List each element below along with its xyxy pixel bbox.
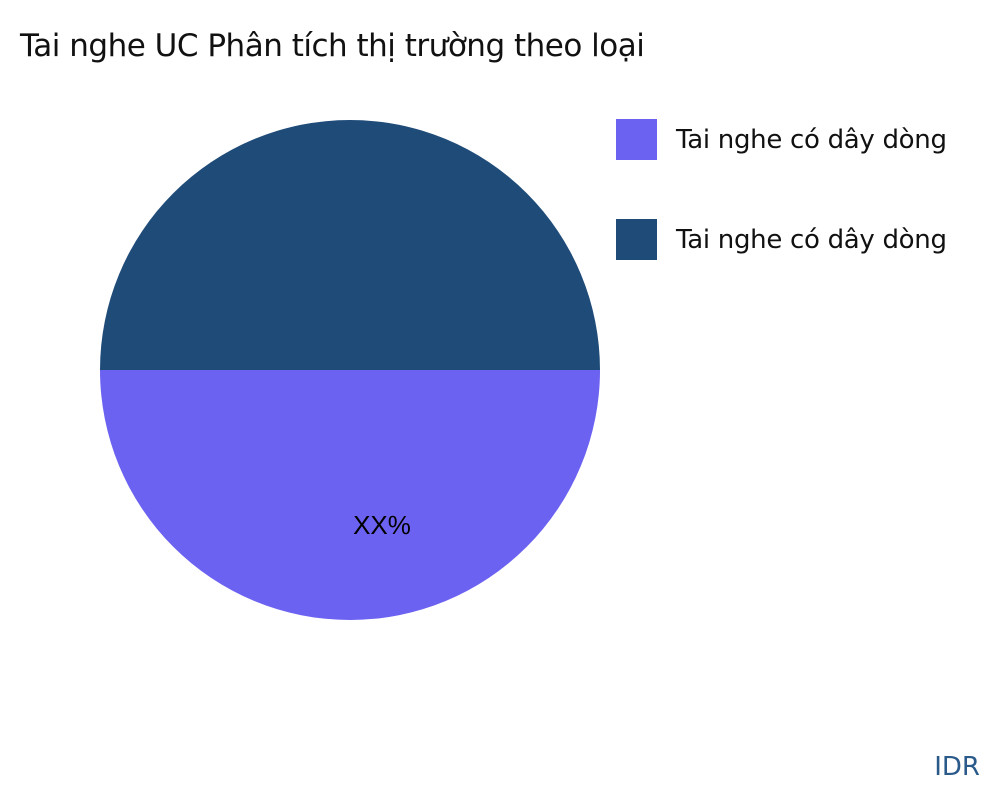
source-label: IDR bbox=[934, 752, 980, 782]
legend-item-0[interactable]: Tai nghe có dây dòng bbox=[616, 119, 947, 160]
legend-item-1[interactable]: Tai nghe có dây dòng bbox=[616, 219, 947, 260]
chart-title: Tai nghe UC Phân tích thị trường theo lo… bbox=[20, 28, 645, 64]
slice-label-1: XX% bbox=[353, 510, 411, 540]
legend-label-0: Tai nghe có dây dòng bbox=[676, 124, 947, 155]
pie-slice-0[interactable] bbox=[100, 370, 600, 620]
pie-slice-1[interactable] bbox=[100, 120, 600, 370]
legend-swatch-1 bbox=[616, 219, 657, 260]
legend-swatch-0 bbox=[616, 119, 657, 160]
legend-label-1: Tai nghe có dây dòng bbox=[676, 224, 947, 255]
